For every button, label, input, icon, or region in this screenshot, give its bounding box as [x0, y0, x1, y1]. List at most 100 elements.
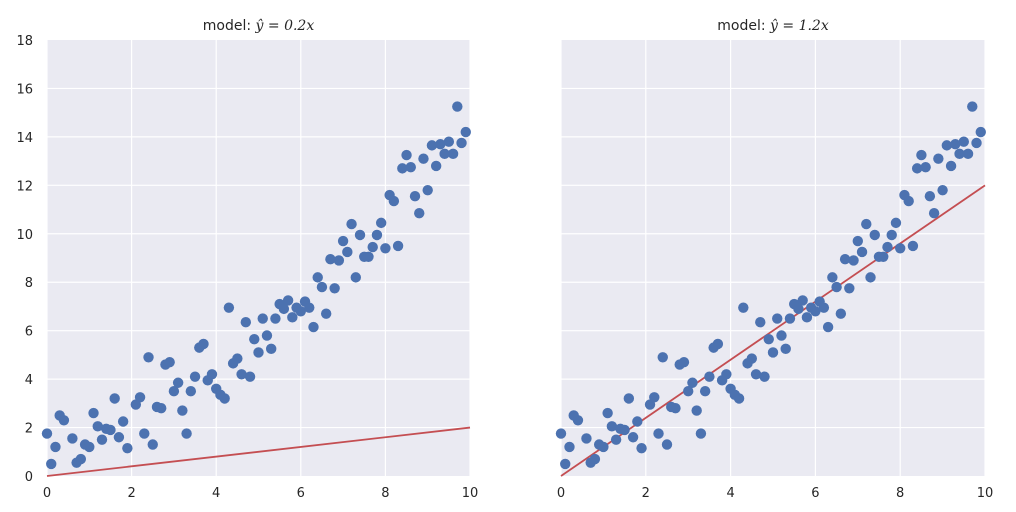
- right-data-point: [606, 421, 618, 432]
- left-data-point: [418, 153, 429, 164]
- right-data-point: [733, 393, 745, 404]
- right-x-tick-label: 2: [642, 486, 650, 501]
- left-data-point: [430, 160, 442, 172]
- right-data-point: [975, 126, 986, 138]
- left-data-point: [75, 453, 87, 465]
- left-data-point: [401, 149, 412, 161]
- right-data-point: [572, 415, 584, 426]
- right-data-point: [623, 393, 635, 404]
- right-data-point: [962, 148, 974, 160]
- left-data-point: [397, 163, 408, 174]
- left-data-point: [456, 137, 467, 149]
- right-data-point: [890, 217, 902, 229]
- right-data-point: [954, 148, 965, 160]
- right-data-point: [670, 402, 681, 414]
- right-data-point: [916, 149, 927, 161]
- right-data-point: [598, 441, 609, 453]
- left-model-line-group: [46, 426, 471, 477]
- right-data-point: [822, 321, 834, 333]
- right-data-point: [882, 241, 893, 253]
- left-data-point: [346, 218, 357, 230]
- right-data-point: [721, 369, 732, 380]
- left-data-point: [308, 321, 319, 333]
- right-data-point: [967, 101, 978, 112]
- right-data-point: [865, 272, 876, 283]
- right-data-point: [920, 161, 931, 173]
- left-data-point: [295, 306, 306, 317]
- left-data-point: [240, 316, 252, 328]
- left-x-tick-label: 2: [127, 486, 135, 501]
- left-data-point: [88, 407, 99, 419]
- right-data-point: [602, 407, 613, 419]
- left-data-point: [405, 161, 416, 173]
- left-data-point: [363, 251, 374, 262]
- left-data-point: [58, 415, 70, 426]
- left-y-tick-label: 18: [16, 34, 33, 49]
- left-model-line: [46, 426, 471, 477]
- left-data-point: [253, 347, 264, 358]
- left-y-tick-label: 8: [25, 276, 33, 291]
- left-y-tick-label: 14: [16, 131, 33, 146]
- left-x-tick-label: 6: [297, 486, 305, 501]
- right-x-ticks: 0 2 4 6 8 10: [557, 486, 993, 501]
- left-data-point: [219, 393, 230, 404]
- right-data-point: [738, 302, 749, 313]
- right-data-point: [649, 392, 660, 403]
- left-data-point: [337, 235, 349, 247]
- left-y-tick-label: 6: [25, 325, 33, 340]
- left-data-point: [50, 441, 61, 453]
- left-data-point: [354, 229, 366, 241]
- left-data-point: [113, 432, 125, 443]
- right-title-prefix: model:: [717, 18, 770, 34]
- right-data-point: [687, 377, 698, 388]
- left-data-point: [375, 217, 387, 229]
- left-data-point: [232, 353, 243, 364]
- left-title-math: ŷ = 0.2x: [255, 17, 315, 34]
- right-data-point: [945, 160, 957, 172]
- right-data-point: [784, 313, 796, 324]
- left-data-point: [414, 207, 425, 219]
- right-data-point: [678, 356, 690, 368]
- right-subplot: 0 2 4 6 8 10 model: ŷ = 1.2x: [555, 17, 993, 501]
- right-data-point: [810, 306, 821, 317]
- left-y-tick-label: 16: [16, 82, 33, 97]
- left-data-point: [342, 246, 353, 258]
- left-data-point: [249, 333, 260, 345]
- left-grid: [46, 40, 471, 476]
- left-data-point: [236, 369, 247, 380]
- right-points: [555, 101, 986, 470]
- left-data-point: [168, 386, 180, 397]
- right-data-point: [699, 386, 711, 397]
- right-data-point: [895, 243, 906, 254]
- left-data-point: [143, 352, 154, 363]
- left-data-point: [198, 338, 209, 350]
- left-data-point: [265, 343, 277, 355]
- right-data-point: [704, 371, 715, 382]
- right-data-point: [818, 302, 830, 313]
- left-data-point: [46, 458, 57, 470]
- left-x-tick-label: 0: [43, 486, 51, 501]
- right-plot-area: [561, 40, 985, 476]
- right-data-point: [610, 434, 622, 445]
- right-data-point: [801, 312, 813, 323]
- right-data-point: [564, 441, 575, 453]
- right-data-point: [903, 195, 914, 207]
- left-data-point: [443, 136, 455, 147]
- right-data-point: [636, 442, 647, 454]
- left-data-point: [350, 272, 361, 283]
- left-data-point: [177, 405, 188, 416]
- left-y-ticks: 0 2 4 6 8 10 12 14 16 18: [16, 34, 33, 485]
- right-data-point: [933, 153, 944, 164]
- left-y-tick-label: 12: [16, 179, 33, 194]
- right-data-point: [844, 283, 855, 294]
- right-data-point: [886, 229, 897, 241]
- left-data-point: [392, 240, 404, 252]
- right-data-point: [950, 138, 961, 150]
- left-data-point: [109, 393, 120, 404]
- left-data-point: [67, 433, 78, 444]
- left-x-tick-label: 4: [212, 486, 220, 501]
- right-title-math: ŷ = 1.2x: [769, 17, 829, 34]
- left-data-point: [270, 313, 281, 324]
- right-data-point: [780, 343, 791, 355]
